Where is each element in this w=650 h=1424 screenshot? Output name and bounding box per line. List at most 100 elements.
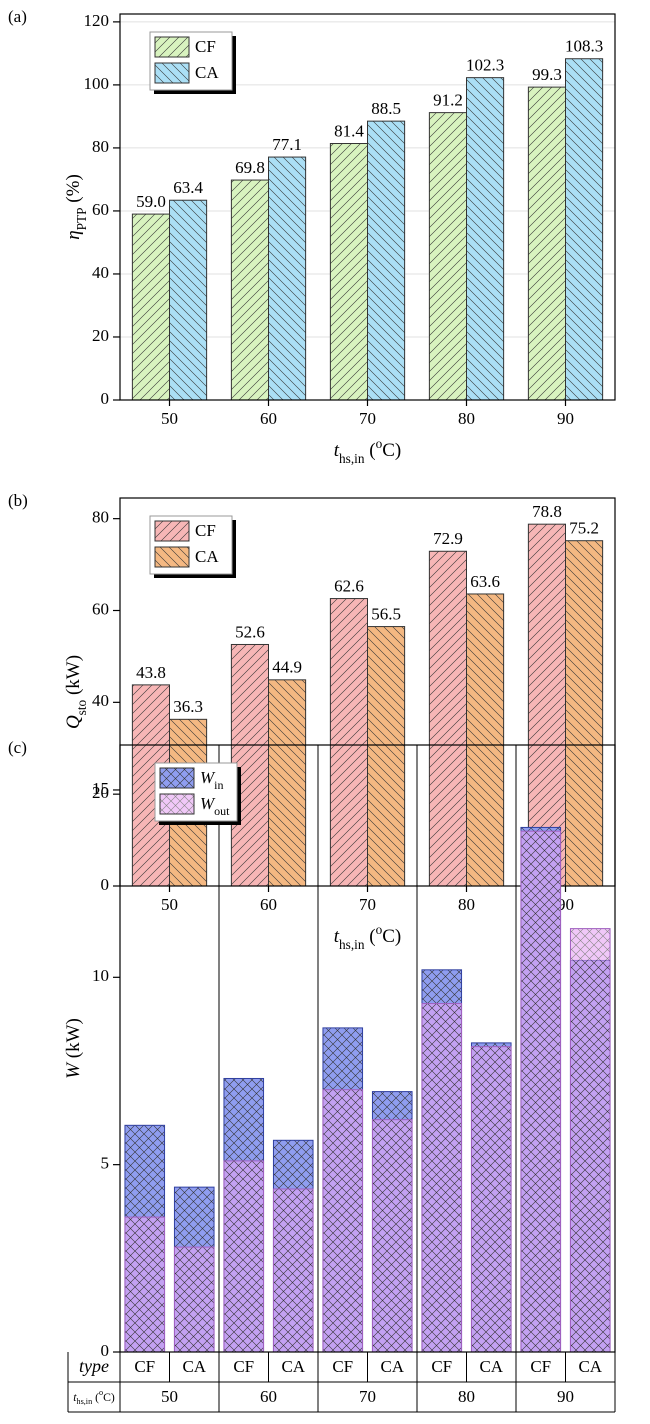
legend-label: CF — [195, 521, 216, 540]
label: type — [79, 1356, 109, 1376]
panel-label: (b) — [8, 491, 28, 510]
legend-swatch — [154, 546, 190, 568]
value-label: 36.3 — [173, 697, 203, 716]
label-part: ( — [365, 926, 376, 947]
x-tick-label: CF — [530, 1357, 551, 1376]
legend-label: Win — [200, 768, 224, 792]
label-part: type — [79, 1356, 109, 1376]
legend-label: CA — [195, 547, 219, 566]
label-part: C) — [382, 440, 401, 461]
label-part: o — [99, 1388, 103, 1397]
y-tick-label: 80 — [92, 508, 109, 527]
bar — [268, 156, 307, 401]
y-tick-label: 20 — [92, 326, 109, 345]
value-label: 88.5 — [371, 99, 401, 118]
y-tick-label: 40 — [92, 691, 109, 710]
group-label: 50 — [161, 1387, 178, 1406]
bar — [230, 179, 269, 401]
label-part: PTP — [74, 207, 89, 230]
label-part: C) — [382, 926, 401, 947]
legend-swatch — [154, 36, 190, 58]
y-tick-label: 0 — [101, 875, 110, 894]
value-label: 63.4 — [173, 178, 203, 197]
x-tick-label: 50 — [161, 409, 178, 428]
y-tick-label: 5 — [101, 1154, 110, 1173]
plot-frame — [119, 744, 616, 1353]
label: W (kW) — [63, 1018, 84, 1079]
label: ηPTP (%) — [63, 174, 88, 240]
label-part: sto — [74, 699, 89, 715]
label-part: η — [63, 230, 84, 239]
y-tick-label: 40 — [92, 263, 109, 282]
legend-swatch — [159, 767, 195, 789]
legend-label: CA — [195, 63, 219, 82]
bar — [173, 1246, 215, 1353]
legend-label: Wout — [200, 794, 230, 818]
label-part: Q — [63, 715, 84, 729]
y-tick-label: 0 — [101, 389, 110, 408]
x-tick-label: CA — [182, 1357, 206, 1376]
value-label: 91.2 — [433, 91, 463, 110]
label-part: (kW) — [63, 1018, 84, 1063]
label-part: t — [334, 926, 340, 947]
group-label: 80 — [458, 1387, 475, 1406]
value-label: 75.2 — [569, 519, 599, 538]
legend-label-part: W — [200, 794, 216, 813]
label-part: W — [63, 1061, 84, 1079]
bar — [268, 679, 307, 887]
value-label: 69.8 — [235, 158, 265, 177]
label-part: hs,in — [76, 1397, 92, 1406]
y-tick-label: 60 — [92, 200, 109, 219]
legend-swatch — [154, 62, 190, 84]
x-tick-label: CF — [134, 1357, 155, 1376]
bar — [565, 58, 604, 401]
group-label: 60 — [260, 1387, 277, 1406]
group-label: 70 — [359, 1387, 376, 1406]
panel-label: (c) — [8, 738, 27, 757]
x-tick-label: 80 — [458, 895, 475, 914]
panel-label: (a) — [8, 7, 27, 26]
x-tick-label: 90 — [557, 895, 574, 914]
bar — [527, 86, 566, 401]
plot-frame — [119, 497, 616, 887]
bar — [470, 1046, 512, 1353]
x-tick-label: 70 — [359, 409, 376, 428]
value-label: 59.0 — [136, 192, 166, 211]
legend-label-part: in — [214, 778, 223, 792]
x-tick-label: CA — [380, 1357, 404, 1376]
y-tick-label: 80 — [92, 137, 109, 156]
bar — [421, 1003, 463, 1353]
bar — [527, 523, 566, 887]
bar — [230, 643, 269, 887]
x-tick-label: CA — [578, 1357, 602, 1376]
x-tick-label: 90 — [557, 409, 574, 428]
y-tick-label: 15 — [92, 779, 109, 798]
label-part: (kW) — [63, 655, 84, 700]
label-part: t — [334, 440, 340, 461]
value-label: 77.1 — [272, 135, 302, 154]
value-label: 62.6 — [334, 576, 364, 595]
x-tick-label: 70 — [359, 895, 376, 914]
label-part: o — [376, 922, 383, 937]
bar — [169, 199, 208, 401]
bar — [466, 593, 505, 887]
value-label: 72.9 — [433, 529, 463, 548]
x-tick-label: CA — [281, 1357, 305, 1376]
x-tick-label: 50 — [161, 895, 178, 914]
label-part: ( — [365, 440, 376, 461]
label: Qsto (kW) — [63, 655, 88, 729]
label-part: t — [73, 1391, 77, 1404]
y-tick-label: 120 — [84, 11, 110, 30]
label-part: (%) — [63, 174, 84, 207]
x-tick-label: CF — [431, 1357, 452, 1376]
bar — [371, 1119, 413, 1353]
value-label: 108.3 — [565, 37, 603, 56]
x-tick-label: CA — [479, 1357, 503, 1376]
x-tick-label: 60 — [260, 895, 277, 914]
legend-label: CF — [195, 37, 216, 56]
legend-swatch — [154, 520, 190, 542]
legend-label-part: W — [200, 768, 216, 787]
plot-frame — [119, 13, 616, 401]
label-part: hs,in — [339, 937, 365, 952]
